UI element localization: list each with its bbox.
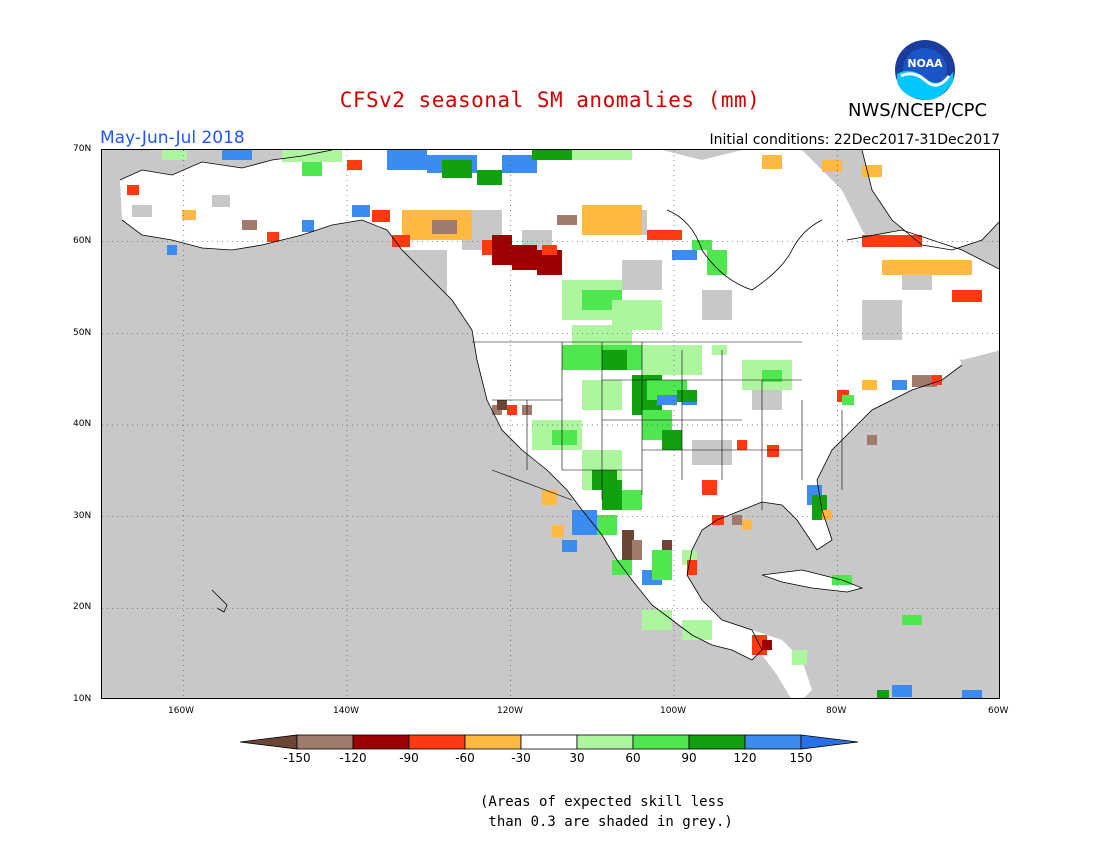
map-svg: [102, 150, 999, 698]
skill-note-line1: (Areas of expected skill less: [480, 794, 725, 810]
skill-note: (Areas of expected skill less than 0.3 a…: [480, 792, 733, 832]
map-title: CFSv2 seasonal SM anomalies (mm): [339, 88, 761, 112]
colorbar: [239, 733, 862, 755]
colorbar-box: [520, 734, 578, 750]
lat-label: 20N: [73, 602, 92, 612]
colorbar-box: [464, 734, 522, 750]
colorbar-tick-label: 120: [733, 751, 757, 765]
colorbar-tick-label: -120: [339, 751, 367, 765]
colorbar-box: [352, 734, 410, 750]
colorbar-box: [744, 734, 802, 750]
colorbar-tick-label: -90: [399, 751, 419, 765]
lon-label: 60W: [988, 706, 1009, 716]
anomaly-cells: [127, 150, 982, 698]
colorbar-tick-label: 90: [681, 751, 697, 765]
lon-label: 100W: [660, 706, 687, 716]
lon-label: 140W: [333, 706, 360, 716]
lat-label: 10N: [73, 694, 92, 704]
colorbar-box: [408, 734, 466, 750]
lat-label: 30N: [73, 511, 92, 521]
colorbar-tick-label: -150: [283, 751, 311, 765]
colorbar-arrow-right: [800, 734, 859, 750]
map-area: [101, 149, 1000, 699]
lat-label: 50N: [73, 328, 92, 338]
logo-text: NOAA: [907, 57, 943, 70]
colorbar-tick-label: -60: [455, 751, 475, 765]
season-label: May-Jun-Jul 2018: [100, 128, 245, 148]
colorbar-tick-label: 60: [625, 751, 641, 765]
coastlines: [119, 150, 999, 661]
colorbar-box: [632, 734, 690, 750]
political-borders: [472, 341, 843, 510]
colorbar-tick-label: 30: [569, 751, 585, 765]
agency-label: NWS/NCEP/CPC: [848, 100, 988, 121]
colorbar-svg: [239, 734, 859, 750]
colorbar-arrow-left: [239, 734, 298, 750]
lat-label: 40N: [73, 419, 92, 429]
skill-note-line2: than 0.3 are shaded in grey.): [480, 814, 733, 830]
colorbar-box: [296, 734, 354, 750]
lat-label: 60N: [73, 236, 92, 246]
colorbar-tick-label: 150: [789, 751, 813, 765]
lon-label: 120W: [497, 706, 524, 716]
lat-label: 70N: [73, 144, 92, 154]
lon-label: 160W: [168, 706, 195, 716]
initial-conditions-label: Initial conditions: 22Dec2017-31Dec2017: [709, 132, 1001, 148]
lon-label: 80W: [826, 706, 847, 716]
low-skill-patches: [132, 195, 932, 465]
graticule: [102, 150, 999, 698]
colorbar-box: [688, 734, 746, 750]
noaa-logo: NOAA: [893, 38, 957, 106]
colorbar-tick-label: -30: [511, 751, 531, 765]
colorbar-box: [576, 734, 634, 750]
